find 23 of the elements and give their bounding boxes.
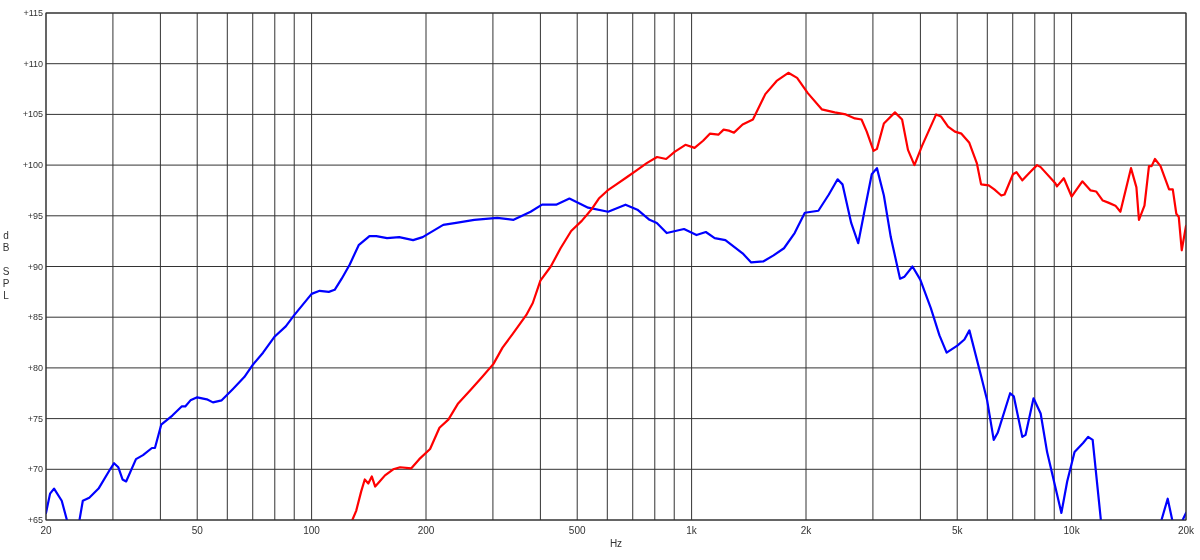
x-tick-label: 5k [951,525,964,536]
y-tick-label: +105 [22,109,43,120]
x-tick-label: 20k [1177,525,1196,536]
x-axis-title: Hz [609,538,623,549]
x-tick-label: 50 [191,525,204,536]
y-tick-label: +115 [23,8,43,18]
y-tick-label: +95 [27,210,43,221]
y-tick-label: +75 [27,413,43,424]
x-tick-label: 2k [800,525,813,536]
x-tick-label: 20 [40,525,52,536]
x-tick-label: 10k [1063,525,1081,536]
x-tick-label: 1k [686,525,698,536]
y-tick-label: +65 [27,515,43,525]
y-tick-label: +100 [22,160,43,171]
y-tick-label: +85 [27,312,43,323]
y-tick-label: +80 [27,362,43,373]
x-tick-label: 500 [568,525,586,536]
y-tick-label: +90 [27,261,43,272]
text: dB SPL [2,229,10,301]
x-tick-label: 100 [303,525,321,536]
y-tick-label: +110 [23,58,43,69]
y-tick-label: +70 [27,464,43,475]
x-tick-label: 200 [417,525,435,536]
